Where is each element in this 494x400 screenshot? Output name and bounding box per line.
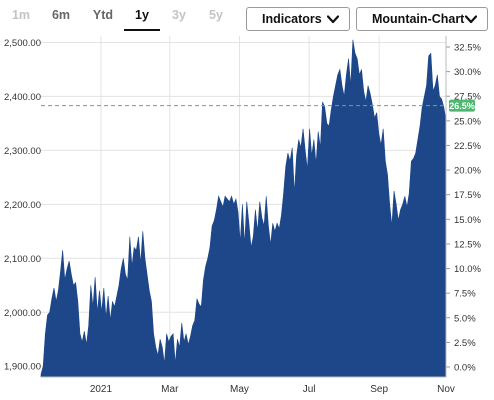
- y-left-tick-label: 2,500.00: [4, 38, 41, 49]
- x-tick-label: 2021: [90, 384, 113, 395]
- y-right-tick-label: 10.0%: [454, 264, 481, 275]
- y-right-tick-label: 15.0%: [454, 215, 481, 226]
- chart-type-dropdown[interactable]: Mountain-Chart: [356, 7, 488, 31]
- indicators-label: Indicators: [262, 12, 322, 26]
- range-tabs: 1m 6m Ytd 1y 3y 5y: [0, 0, 240, 32]
- y-right-tick-label: 0.0%: [454, 363, 476, 374]
- y-left-tick-label: 2,100.00: [4, 254, 41, 265]
- x-tick-label: May: [230, 384, 249, 395]
- range-tab-1y[interactable]: 1y: [135, 8, 149, 22]
- y-left-tick-label: 2,200.00: [4, 200, 41, 211]
- range-tab-3y[interactable]: 3y: [172, 8, 186, 22]
- y-right-tick-label: 22.5%: [454, 141, 481, 152]
- x-tick-label: Sep: [370, 384, 388, 395]
- range-tab-ytd[interactable]: Ytd: [92, 8, 114, 22]
- y-left-tick-label: 2,000.00: [4, 308, 41, 319]
- y-right-tick-label: 20.0%: [454, 166, 481, 177]
- y-left-tick-label: 1,900.00: [4, 362, 41, 373]
- y-right-tick-label: 30.0%: [454, 67, 481, 78]
- chart-type-label: Mountain-Chart: [372, 12, 465, 26]
- y-right-tick-label: 27.5%: [454, 92, 481, 103]
- active-range-underline: [124, 29, 160, 31]
- mountain-chart: 1,900.00 2,000.00 2,100.00 2,200.00 2,300.00…: [4, 36, 481, 395]
- chart-toolbar: 1m 6m Ytd 1y 3y 5y Indicators Mountain-C…: [0, 0, 494, 36]
- chevron-down-icon: [465, 15, 477, 24]
- y-right-tick-label: 5.0%: [454, 313, 476, 324]
- change-badge-label: 26.5%: [449, 101, 475, 111]
- range-tab-1m[interactable]: 1m: [11, 8, 31, 22]
- y-right-tick-label: 2.5%: [454, 338, 476, 349]
- indicators-dropdown[interactable]: Indicators: [246, 7, 350, 31]
- x-tick-label: Jul: [303, 384, 316, 395]
- y-right-tick-label: 32.5%: [454, 43, 481, 54]
- range-tab-5y[interactable]: 5y: [209, 8, 223, 22]
- y-right-tick-label: 25.0%: [454, 116, 481, 127]
- y-left-tick-label: 2,300.00: [4, 146, 41, 157]
- y-right-tick-label: 12.5%: [454, 239, 481, 250]
- change-badge: [449, 99, 475, 112]
- series-area: [40, 39, 447, 378]
- y-right-tick-label: 17.5%: [454, 190, 481, 201]
- x-tick-label: Nov: [437, 384, 455, 395]
- y-right-tick-label: 7.5%: [454, 289, 476, 300]
- chevron-down-icon: [327, 15, 339, 24]
- y-left-tick-label: 2,400.00: [4, 92, 41, 103]
- range-tab-6m[interactable]: 6m: [51, 8, 71, 22]
- x-tick-label: Mar: [161, 384, 179, 395]
